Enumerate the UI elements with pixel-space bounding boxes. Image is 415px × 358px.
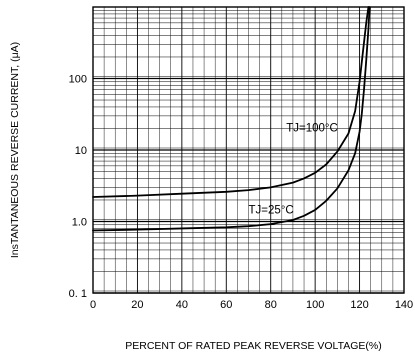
x-tick-label: 120 — [350, 299, 368, 311]
plot-frame — [92, 6, 405, 294]
y-axis-title: InsTANTANEOUS REVERSE CURRENT, (μA) — [9, 42, 21, 258]
x-tick-label: 40 — [176, 299, 188, 311]
annotation-tj-25c: TJ=25°C — [249, 204, 294, 216]
series-lines — [92, 6, 371, 232]
annotation-tj-100c: TJ=100°C — [286, 123, 338, 135]
y-tick-label: 10 — [75, 145, 87, 157]
x-tick-label: 80 — [265, 299, 277, 311]
y-tick-label: 1.0 — [72, 217, 87, 229]
curve-annotations: TJ=100°C TJ=25°C — [249, 123, 338, 217]
x-tick-label: 0 — [90, 299, 96, 311]
x-tick-label: 60 — [220, 299, 232, 311]
y-tick-label: 0. 1 — [69, 288, 87, 300]
x-axis-title: PERCENT OF RATED PEAK REVERSE VOLTAGE(%) — [125, 340, 382, 352]
x-tick-label: 20 — [131, 299, 143, 311]
series-line-tj-25c — [92, 6, 371, 232]
series-line-tj-100c — [92, 6, 370, 198]
y-tick-label: 100 — [69, 74, 87, 86]
x-tick-label: 140 — [395, 299, 413, 311]
tick-labels: 0 20 40 60 80 100 120 140 0. 1 1.0 10 100 — [69, 74, 414, 312]
x-tick-label: 100 — [306, 299, 324, 311]
